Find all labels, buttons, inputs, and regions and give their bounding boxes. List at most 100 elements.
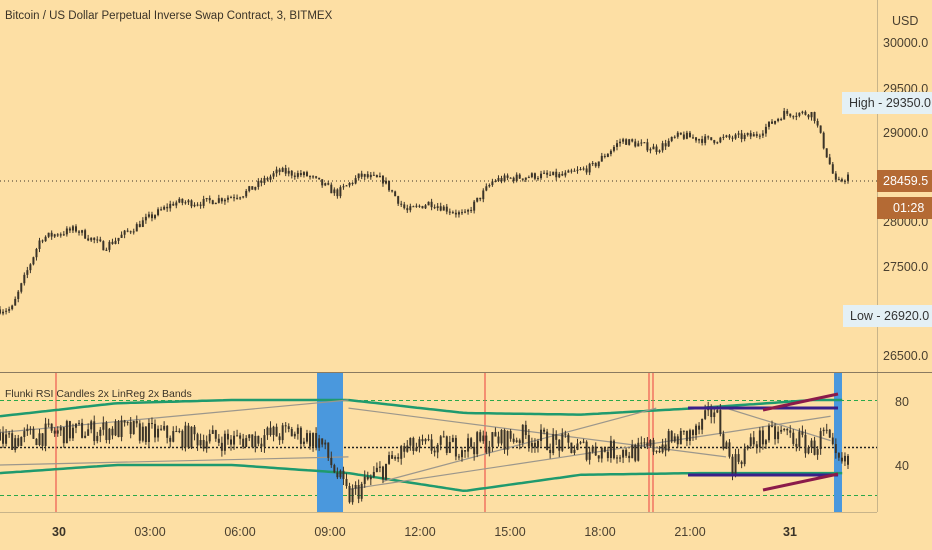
candle-body [518, 174, 521, 179]
candle-body [321, 179, 324, 186]
rsi-candle-body [41, 433, 44, 446]
rsi-candle-body [634, 444, 637, 461]
candle-body [284, 168, 287, 174]
candle-body [93, 237, 96, 240]
rsi-candle-body [795, 443, 798, 447]
candle-body [248, 186, 251, 191]
rsi-candle-body [175, 431, 178, 433]
rsi-candle-body [59, 427, 62, 431]
candle-body [682, 134, 685, 139]
candle-body [789, 113, 792, 117]
rsi-candle-body [409, 437, 412, 446]
rsi-candle-body [44, 423, 47, 446]
candle-body [105, 249, 108, 251]
rsi-candle-body [257, 435, 260, 444]
rsi-candle-body [825, 429, 828, 431]
candle-body [172, 203, 175, 206]
candle-body [366, 174, 369, 178]
currency-label: USD [892, 14, 918, 28]
rsi-candle-body [56, 430, 59, 434]
rsi-candle-body [351, 488, 354, 503]
candle-body [767, 121, 770, 127]
candle-body [163, 206, 166, 210]
chart-title: Bitcoin / US Dollar Perpetual Inverse Sw… [5, 10, 333, 22]
candle-body [336, 189, 339, 197]
rsi-candle-body [594, 446, 597, 456]
rsi-candle-body [658, 450, 661, 453]
rsi-candle-body [415, 447, 418, 451]
candle-body [701, 139, 704, 143]
rsi-candle-body [394, 457, 397, 459]
time-tick-label: 15:00 [494, 525, 525, 539]
candle-body [816, 120, 819, 126]
candle-body [837, 179, 840, 181]
candle-body [50, 232, 53, 237]
candle-body [81, 230, 84, 233]
candle-body [394, 191, 397, 197]
candle-body [749, 133, 752, 137]
candle-body [345, 185, 348, 187]
candle-body [573, 170, 576, 172]
rsi-candle-body [11, 433, 14, 450]
candle-body [530, 173, 533, 178]
candle-body [90, 237, 93, 241]
candle-body [302, 172, 305, 176]
rsi-candle-body [698, 425, 701, 430]
rsi-candle-body [275, 426, 278, 437]
candle-body [470, 209, 473, 211]
rsi-candle-body [412, 437, 415, 451]
rsi-candle-body [491, 432, 494, 447]
candle-body [454, 212, 457, 215]
channel-lower-trend[interactable] [762, 472, 839, 492]
rsi-candle-body [561, 433, 564, 451]
rsi-candle-body [439, 436, 442, 445]
rsi-candle-body [217, 438, 220, 443]
candle-body [87, 238, 90, 241]
candle-body [287, 170, 290, 174]
candle-body [649, 149, 652, 151]
candle-body [78, 231, 81, 233]
candle-body [655, 146, 658, 152]
high-label-box [842, 92, 932, 114]
candle-body [646, 142, 649, 151]
rsi-candle-body [254, 435, 257, 447]
rsi-candle-body [597, 455, 600, 459]
candle-body [342, 186, 345, 188]
rsi-candle-body [129, 422, 132, 434]
channel-upper-trend[interactable] [762, 392, 839, 412]
rsi-candle-body [834, 444, 837, 454]
candle-body [661, 143, 664, 151]
rsi-candle-body [691, 430, 694, 436]
rsi-candle-body [515, 440, 518, 442]
candle-body [591, 163, 594, 165]
rsi-candle-body [482, 435, 485, 442]
candle-body [23, 274, 26, 284]
rsi-candle-body [242, 438, 245, 447]
candle-body [56, 234, 59, 236]
rsi-candle-body [695, 425, 698, 436]
rsi-candle-body [163, 425, 166, 430]
candle-body [828, 157, 831, 165]
rsi-candle-body [655, 450, 658, 452]
candle-body [233, 197, 236, 199]
rsi-candle-body [771, 425, 774, 427]
rsi-candle-body [126, 422, 129, 424]
candle-body [460, 212, 463, 214]
candle-body [603, 155, 606, 157]
rsi-candle-body [90, 421, 93, 430]
rsi-candle-body [588, 451, 591, 460]
candle-body [257, 180, 260, 187]
candle-body [673, 136, 676, 138]
candle-body [728, 135, 731, 138]
candle-body [99, 239, 102, 242]
time-tick-label: 03:00 [134, 525, 165, 539]
rsi-candle-body [436, 444, 439, 453]
rsi-candle-body [381, 466, 384, 480]
candle-body [616, 143, 619, 147]
rsi-candle-body [643, 442, 646, 444]
candle-body [606, 154, 609, 157]
rsi-candle-body [640, 442, 643, 444]
candle-body [409, 206, 412, 211]
rsi-candle-body [576, 443, 579, 450]
rsi-candle-body [141, 426, 144, 441]
